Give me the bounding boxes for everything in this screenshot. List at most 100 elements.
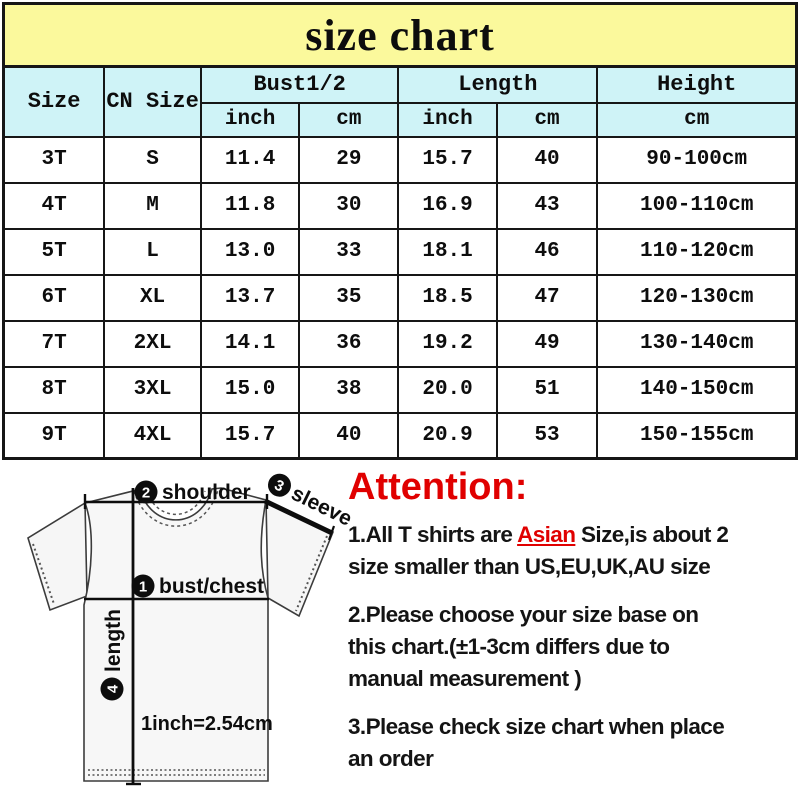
table-cell: 35 bbox=[298, 273, 400, 322]
table-cell: L bbox=[103, 227, 202, 276]
tshirt-body bbox=[83, 487, 269, 782]
col-header-cn-size: CN Size bbox=[103, 65, 202, 138]
table-cell: 6T bbox=[2, 273, 106, 322]
table-cell: 15.0 bbox=[199, 365, 301, 414]
table-cell: 130-140cm bbox=[596, 319, 798, 368]
table-cell: 53 bbox=[495, 411, 599, 460]
table-cell: 2XL bbox=[103, 319, 202, 368]
table-row: 3T S 11.4 29 15.7 40 90-100cm bbox=[2, 135, 798, 184]
col-subheader-bust-cm: cm bbox=[298, 101, 400, 138]
table-row: 5T L 13.0 33 18.1 46 110-120cm bbox=[2, 227, 798, 276]
table-cell: S bbox=[103, 135, 202, 184]
table-cell: 40 bbox=[495, 135, 599, 184]
col-subheader-length-cm: cm bbox=[495, 101, 599, 138]
col-header-length: Length bbox=[397, 65, 599, 104]
table-row: 9T 4XL 15.7 40 20.9 53 150-155cm bbox=[2, 411, 798, 460]
table-cell: 18.1 bbox=[397, 227, 498, 276]
table-cell: 15.7 bbox=[397, 135, 498, 184]
attention-heading: Attention: bbox=[348, 466, 528, 508]
badge-2-icon bbox=[134, 480, 158, 504]
attention-note-3: 3.Please check size chart when place an … bbox=[348, 713, 725, 771]
table-cell: 40 bbox=[298, 411, 400, 460]
col-subheader-bust-inch: inch bbox=[199, 101, 301, 138]
table-cell: 140-150cm bbox=[596, 365, 798, 414]
table-cell: 5T bbox=[2, 227, 106, 276]
table-cell: 13.7 bbox=[199, 273, 301, 322]
table-cell: 13.0 bbox=[199, 227, 301, 276]
size-table-header: Size CN Size Bust1/2 Length Height inch … bbox=[2, 65, 798, 138]
table-cell: 49 bbox=[495, 319, 599, 368]
badge-2-number: 2 bbox=[142, 485, 150, 502]
table-cell: 18.5 bbox=[397, 273, 498, 322]
table-row: 4T M 11.8 30 16.9 43 100-110cm bbox=[2, 181, 798, 230]
badge-1-number: 1 bbox=[139, 579, 147, 596]
note-1-part-b: Size,is about 2 size smaller than US,EU,… bbox=[348, 522, 729, 579]
col-header-bust: Bust1/2 bbox=[199, 65, 400, 104]
tshirt-left-sleeve bbox=[27, 501, 88, 612]
badge-3-icon bbox=[267, 473, 291, 497]
table-cell: XL bbox=[103, 273, 202, 322]
table-cell: 46 bbox=[495, 227, 599, 276]
table-row: 6T XL 13.7 35 18.5 47 120-130cm bbox=[2, 273, 798, 322]
table-cell: 120-130cm bbox=[596, 273, 798, 322]
shoulder-label-text: shoulder bbox=[162, 481, 251, 504]
table-cell: 33 bbox=[298, 227, 400, 276]
col-subheader-height-cm: cm bbox=[596, 101, 798, 138]
badge-1-icon bbox=[131, 574, 155, 598]
table-cell: 20.9 bbox=[397, 411, 498, 460]
table-cell: 29 bbox=[298, 135, 400, 184]
table-cell: 11.4 bbox=[199, 135, 301, 184]
size-table: Size CN Size Bust1/2 Length Height inch … bbox=[2, 65, 798, 460]
note-1-part-a: 1.All T shirts are bbox=[348, 522, 518, 547]
bust-label: 1 bust/chest bbox=[131, 574, 264, 598]
attention-note-1: 1.All T shirts are Asian Size,is about 2… bbox=[348, 519, 800, 583]
length-label: 4 length bbox=[100, 609, 125, 701]
table-cell: 110-120cm bbox=[596, 227, 798, 276]
table-cell: 4XL bbox=[103, 411, 202, 460]
attention-note-2: 2.Please choose your size base on this c… bbox=[348, 601, 699, 691]
col-subheader-length-inch: inch bbox=[397, 101, 498, 138]
table-cell: 100-110cm bbox=[596, 181, 798, 230]
table-cell: 36 bbox=[298, 319, 400, 368]
badge-4-icon bbox=[100, 677, 124, 701]
length-label-text: length bbox=[102, 609, 125, 672]
table-cell: 7T bbox=[2, 319, 106, 368]
tshirt-measurement-diagram: 2 shoulder 3 sleeve 1 bust/chest 4 lengt… bbox=[27, 473, 356, 786]
table-cell: 4T bbox=[2, 181, 106, 230]
table-cell: 3T bbox=[2, 135, 106, 184]
left-cuff-stitch bbox=[32, 543, 55, 605]
table-cell: 43 bbox=[495, 181, 599, 230]
right-cuff-stitch bbox=[295, 535, 328, 612]
bust-label-text: bust/chest bbox=[159, 575, 264, 598]
note-1-asian-highlight: Asian bbox=[517, 522, 576, 547]
table-cell: 20.0 bbox=[397, 365, 498, 414]
table-cell: 47 bbox=[495, 273, 599, 322]
table-cell: M bbox=[103, 181, 202, 230]
table-cell: 15.7 bbox=[199, 411, 301, 460]
collar-outer-stitch bbox=[133, 489, 219, 527]
attention-section: Attention: 1.All T shirts are Asian Size… bbox=[348, 466, 800, 791]
sleeve-tick-end bbox=[327, 525, 336, 541]
table-cell: 9T bbox=[2, 411, 106, 460]
page-title: size chart bbox=[305, 10, 495, 60]
table-cell: 38 bbox=[298, 365, 400, 414]
table-cell: 150-155cm bbox=[596, 411, 798, 460]
table-cell: 14.1 bbox=[199, 319, 301, 368]
table-cell: 16.9 bbox=[397, 181, 498, 230]
table-cell: 19.2 bbox=[397, 319, 498, 368]
collar-inner-stitch bbox=[146, 490, 206, 515]
table-cell: 11.8 bbox=[199, 181, 301, 230]
badge-4-number: 4 bbox=[105, 684, 122, 693]
shoulder-label: 2 shoulder bbox=[134, 480, 251, 504]
table-row: 8T 3XL 15.0 38 20.0 51 140-150cm bbox=[2, 365, 798, 414]
size-table-body: 3T S 11.4 29 15.7 40 90-100cm 4T M 11.8 30 16.9 43 10… bbox=[2, 135, 798, 460]
table-cell: 30 bbox=[298, 181, 400, 230]
sleeve-measure-line bbox=[263, 498, 334, 536]
table-row: 7T 2XL 14.1 36 19.2 49 130-140cm bbox=[2, 319, 798, 368]
col-header-height: Height bbox=[596, 65, 798, 104]
size-chart-banner: size chart bbox=[2, 2, 798, 68]
scale-note: 1inch=2.54cm bbox=[141, 713, 273, 735]
table-cell: 3XL bbox=[103, 365, 202, 414]
table-cell: 8T bbox=[2, 365, 106, 414]
